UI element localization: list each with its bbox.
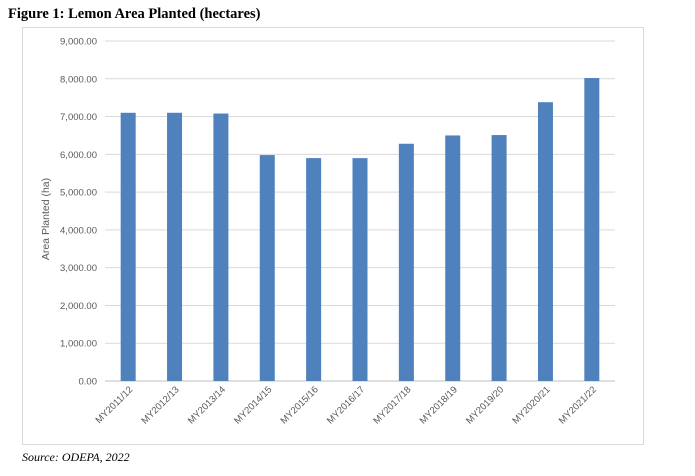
bar [398,143,414,381]
x-tick-label: MY2017/18 [371,384,413,426]
y-tick-label: 6,000.00 [60,150,97,161]
bar [120,112,136,382]
x-tick-labels: MY2011/12 MY2012/13 MY2013/14 MY2014/15 MY20… [94,384,599,426]
x-tick-label: MY2011/12 [94,384,136,426]
y-tick-label: 9,000.00 [60,37,97,48]
y-tick-label: 2,000.00 [60,301,97,312]
x-tick-label: MY2013/14 [186,384,228,426]
bar [584,78,600,382]
bar [306,158,322,381]
x-tick-label: MY2014/15 [232,384,274,426]
bar [537,102,553,381]
y-axis-label: Area Planted (ha) [40,178,52,260]
source-note: Source: ODEPA, 2022 [22,450,130,464]
x-tick-label: MY2018/19 [418,384,460,426]
y-tick-label: 5,000.00 [60,188,97,199]
y-tick-label: 3,000.00 [60,263,97,274]
figure-title: Figure 1: Lemon Area Planted (hectares) [8,6,261,22]
y-tick-label: 0.00 [79,377,98,388]
x-tick-label: MY2012/13 [140,384,182,426]
y-tick-label: 4,000.00 [60,225,97,236]
bar [491,135,507,381]
bar [259,155,275,381]
chart-frame [22,27,644,445]
bar [445,135,461,381]
y-tick-label: 8,000.00 [60,74,97,85]
x-tick-label: MY2019/20 [464,384,506,426]
x-tick-label: MY2016/17 [325,384,367,426]
y-tick-label: 7,000.00 [60,112,97,123]
x-tick-label: MY2021/22 [557,384,599,426]
x-tick-label: MY2020/21 [510,384,552,426]
bars [120,78,600,382]
y-tick-label: 1,000.00 [60,339,97,350]
x-tick-label: MY2015/16 [279,384,321,426]
bar [167,112,183,382]
y-tick-labels: 0.00 1,000.00 2,000.00 3,000.00 4,000.00 5,00… [60,37,97,388]
bar [352,158,368,381]
bar [213,113,229,382]
